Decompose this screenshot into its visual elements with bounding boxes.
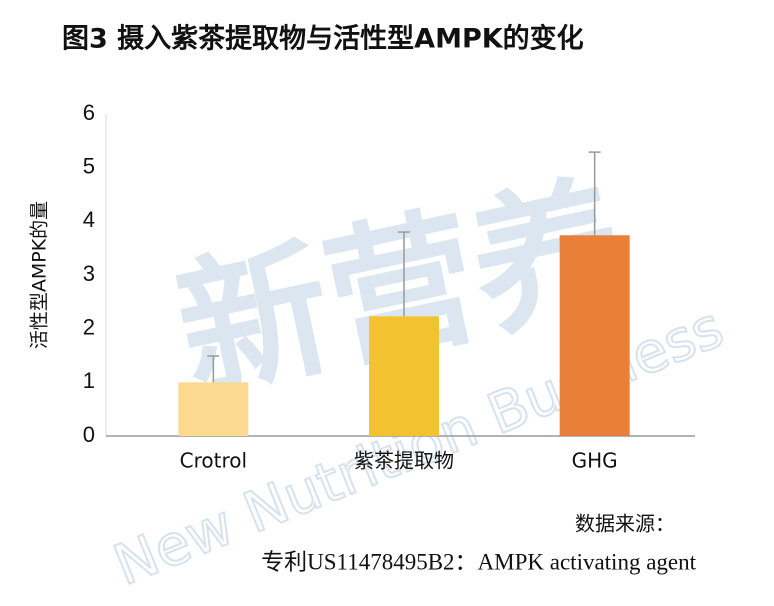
- y-tick-label: 2: [83, 314, 95, 339]
- y-tick-label: 5: [83, 153, 95, 178]
- y-tick-label: 3: [83, 261, 95, 286]
- source-label: 数据来源：: [575, 512, 675, 536]
- error-bar: [398, 231, 410, 317]
- bar: [559, 235, 630, 436]
- y-tick-label: 4: [83, 207, 95, 232]
- chart-title: 图3 摄入紫茶提取物与活性型AMPK的变化: [62, 23, 584, 55]
- x-tick-label: 紫茶提取物: [354, 449, 454, 473]
- y-tick-label: 1: [83, 368, 95, 393]
- error-bar: [588, 151, 601, 236]
- bar: [178, 382, 249, 436]
- x-tick-label: Crotrol: [180, 449, 247, 473]
- y-tick-label: 0: [83, 422, 95, 447]
- source: 专利US11478495B2：AMPK activating agent: [261, 549, 696, 574]
- x-tick-label: GHG: [572, 449, 618, 473]
- bar: [369, 316, 439, 436]
- error-bar: [207, 355, 220, 383]
- y-axis-label: 活性型AMPK的量: [29, 201, 51, 349]
- y-tick-label: 6: [83, 100, 95, 125]
